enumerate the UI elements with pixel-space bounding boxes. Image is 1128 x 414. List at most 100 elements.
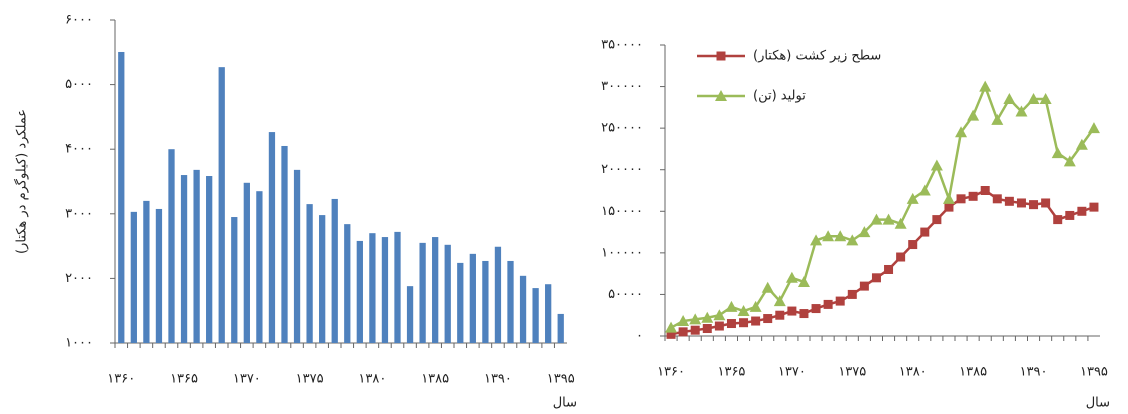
marker [968, 191, 978, 201]
bar [419, 242, 426, 343]
marker [1027, 93, 1040, 105]
marker [955, 126, 968, 138]
marker [810, 234, 823, 246]
marker [858, 226, 871, 238]
bar [180, 175, 188, 343]
marker [701, 311, 714, 323]
marker [799, 309, 809, 319]
marker [1004, 196, 1014, 206]
marker [956, 194, 966, 204]
marker [884, 264, 894, 274]
marker [737, 305, 750, 317]
x-tick-label: ۱۳۶۰ [657, 365, 685, 380]
bar [381, 237, 389, 343]
marker [918, 184, 931, 196]
bar [256, 191, 263, 343]
bar [557, 313, 564, 343]
marker [797, 275, 810, 287]
marker [702, 324, 712, 334]
x-tick-label: ۱۳۶۵ [170, 372, 198, 387]
marker [896, 252, 906, 262]
x-tick-label: ۱۳۹۰ [1020, 365, 1048, 380]
marker [894, 217, 907, 229]
marker [1089, 202, 1099, 212]
y-tick-label: ۵۰۰۰ [65, 77, 93, 92]
marker [944, 202, 954, 212]
marker [714, 321, 724, 331]
marker [870, 213, 883, 225]
marker [1003, 93, 1016, 105]
x-axis-label: سال [1086, 396, 1110, 411]
y-tick-label: ۵۰۰۰۰ [608, 287, 643, 302]
marker [920, 227, 930, 237]
x-tick-label: ۱۳۶۰ [107, 372, 135, 387]
bar [369, 233, 376, 343]
x-tick-label: ۱۳۷۰ [233, 372, 261, 387]
marker [677, 315, 690, 327]
marker [846, 234, 859, 246]
bar [193, 169, 200, 343]
x-tick-label: ۱۳۸۵ [421, 372, 449, 387]
y-tick-label: ۶۰۰۰ [65, 13, 93, 28]
marker [906, 192, 919, 204]
marker [1063, 155, 1076, 167]
marker [690, 325, 700, 335]
legend-label: سطح زیر کشت (هکتار) [753, 49, 881, 64]
marker [1075, 138, 1088, 150]
marker [967, 109, 980, 121]
marker [751, 316, 761, 326]
bar [519, 275, 527, 343]
bar [494, 246, 502, 343]
bar [231, 217, 238, 343]
marker [834, 230, 847, 242]
marker [908, 240, 918, 250]
x-tick-label: ۱۳۸۰ [899, 365, 927, 380]
marker [980, 186, 990, 195]
bar [406, 286, 414, 343]
x-tick-label: ۱۳۹۵ [1080, 365, 1108, 380]
bar [507, 260, 514, 343]
marker [716, 51, 726, 61]
bar [331, 198, 338, 343]
marker [1015, 105, 1028, 117]
marker [835, 296, 845, 306]
marker [979, 80, 992, 92]
bar [444, 244, 451, 343]
x-tick-label: ۱۳۶۵ [717, 365, 745, 380]
x-tick-label: ۱۳۹۰ [484, 372, 512, 387]
marker [1053, 215, 1063, 225]
x-tick-label: ۱۳۸۵ [959, 365, 987, 380]
marker [761, 281, 774, 293]
bar [482, 260, 489, 343]
bar [319, 215, 326, 343]
bar [130, 211, 137, 343]
marker [725, 300, 738, 312]
y-tick-label: ۲۰۰۰۰۰ [601, 162, 643, 177]
bar [281, 145, 288, 343]
x-tick-label: ۱۳۷۰ [778, 365, 806, 380]
marker [859, 281, 869, 291]
y-tick-label: ۲۰۰۰ [65, 271, 93, 286]
bar [218, 67, 225, 344]
x-tick-label: ۱۳۸۰ [358, 372, 386, 387]
y-axis-label: عملکرد (کیلوگرم در هکتار) [14, 109, 30, 254]
x-tick-label: ۱۳۹۵ [547, 372, 575, 387]
marker [715, 90, 727, 101]
marker [930, 159, 943, 171]
line [670, 189, 1095, 336]
bar [344, 224, 351, 343]
bar [356, 240, 363, 343]
bar [118, 51, 125, 344]
marker [1041, 198, 1051, 208]
bar [469, 253, 476, 343]
marker [1051, 147, 1064, 159]
y-tick-label: ۰ [636, 329, 643, 344]
marker [811, 304, 821, 314]
bar [545, 284, 552, 343]
marker [726, 319, 736, 329]
bar [457, 262, 464, 343]
bar [293, 169, 301, 343]
bar [268, 132, 276, 343]
bar [143, 200, 150, 343]
